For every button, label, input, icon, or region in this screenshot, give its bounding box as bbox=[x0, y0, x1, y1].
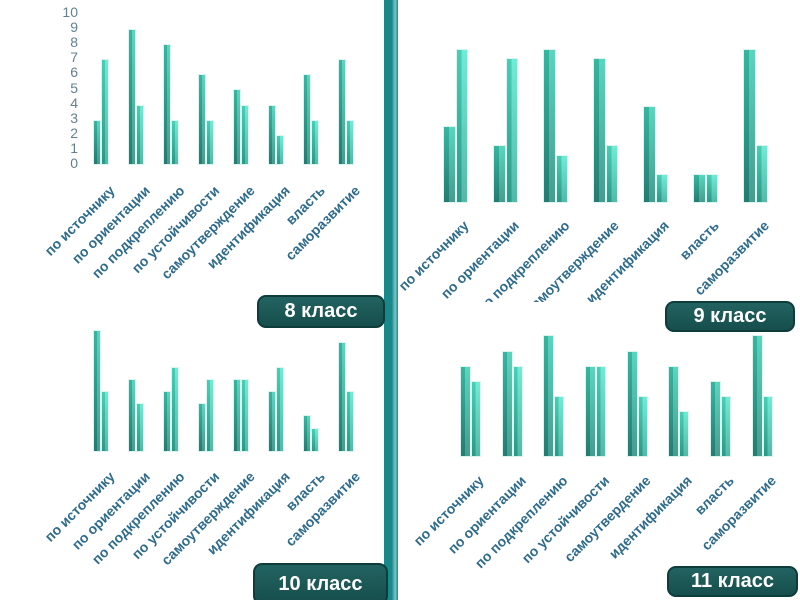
bar-chart-11-klass-0-series-1 bbox=[460, 366, 471, 457]
y-axis-tick: 3 bbox=[70, 109, 78, 126]
bar-chart-11-klass-7-series-2 bbox=[762, 396, 773, 457]
bar-chart-10-klass-7-series-1 bbox=[338, 342, 346, 452]
vertical-divider bbox=[384, 0, 398, 600]
bar-chart-9-klass-5-series-1 bbox=[693, 174, 706, 203]
bar-chart-8-klass-4-series-1 bbox=[233, 89, 241, 165]
bar-chart-10-klass-6-series-2 bbox=[311, 428, 319, 452]
bar-chart-11-klass-4-series-1 bbox=[627, 351, 638, 457]
bar-chart-9-klass-1-series-2 bbox=[505, 58, 518, 203]
bar-chart-11-klass-3-series-2 bbox=[595, 366, 606, 457]
bar-chart-11-klass-1-series-2 bbox=[512, 366, 523, 457]
bar-chart-8-klass-4-series-2 bbox=[241, 105, 249, 165]
bar-chart-11-klass-5-series-1 bbox=[668, 366, 679, 457]
bar-chart-8-klass-1-series-2 bbox=[136, 105, 144, 165]
y-axis-tick: 10 bbox=[62, 4, 78, 20]
bar-chart-8-klass-0-series-1 bbox=[93, 120, 101, 165]
bar-chart-9-klass-3-series-1 bbox=[593, 58, 606, 203]
bar-chart-10-klass-3-series-2 bbox=[206, 379, 214, 452]
bar-chart-11-klass-6-series-2 bbox=[720, 396, 731, 457]
bar-chart-10-klass-6-series-1 bbox=[303, 415, 311, 452]
bar-chart-10-klass-4-series-2 bbox=[241, 379, 249, 452]
y-axis-tick: 8 bbox=[70, 34, 78, 51]
y-axis-tick: 4 bbox=[70, 94, 78, 111]
bar-chart-9-klass-2-series-2 bbox=[555, 155, 568, 203]
bar-chart-11-klass-4-series-2 bbox=[637, 396, 648, 457]
bar-chart-9-klass-2-series-1 bbox=[543, 49, 556, 203]
bar-chart-8-klass-5-series-2 bbox=[276, 135, 284, 165]
bar-chart-9-klass-6-series-2 bbox=[755, 145, 768, 203]
badge-label: 11 класс bbox=[690, 570, 775, 592]
bar-chart-10-klass-3-series-1 bbox=[198, 403, 206, 452]
bar-chart-11-klass-3-series-1 bbox=[585, 366, 596, 457]
badge-11-klass: 11 класс bbox=[667, 566, 798, 597]
bar-chart-11-klass-2-series-1 bbox=[543, 335, 554, 457]
y-axis-tick: 2 bbox=[70, 124, 78, 141]
y-axis-tick: 7 bbox=[70, 49, 78, 66]
bar-chart-8-klass-0-series-2 bbox=[101, 59, 109, 165]
bar-chart-8-klass-7-series-1 bbox=[338, 59, 346, 165]
badge-10-klass: 10 класс bbox=[253, 563, 388, 600]
badge-8-klass: 8 класс bbox=[257, 295, 385, 328]
bar-chart-9-klass-4-series-2 bbox=[655, 174, 668, 203]
bar-chart-8-klass-6-series-2 bbox=[311, 120, 319, 165]
bar-chart-9-klass-0-series-1 bbox=[443, 126, 456, 203]
bar-chart-10-klass-0-series-1 bbox=[93, 330, 101, 452]
y-axis-tick: 1 bbox=[70, 139, 78, 156]
bar-chart-10-klass-5-series-2 bbox=[276, 367, 284, 452]
y-axis-tick: 5 bbox=[70, 79, 78, 96]
badge-label: 10 класс bbox=[278, 572, 363, 595]
bar-chart-10-klass-1-series-2 bbox=[136, 403, 144, 452]
badge-9-klass: 9 класс bbox=[665, 301, 795, 332]
bar-chart-8-klass-6-series-1 bbox=[303, 74, 311, 165]
y-axis-tick: 9 bbox=[70, 19, 78, 36]
badge-label: 8 класс bbox=[284, 300, 358, 322]
bar-chart-8-klass-1-series-1 bbox=[128, 29, 136, 165]
bar-chart-11-klass-2-series-2 bbox=[553, 396, 564, 457]
bar-chart-11-klass-7-series-1 bbox=[752, 335, 763, 457]
bar-chart-8-klass-2-series-2 bbox=[171, 120, 179, 165]
bar-chart-9-klass-3-series-2 bbox=[605, 145, 618, 203]
category-label: саморазвитие bbox=[698, 472, 780, 554]
bar-chart-9-klass-1-series-1 bbox=[493, 145, 506, 203]
bar-chart-10-klass-2-series-1 bbox=[163, 391, 171, 452]
bar-chart-9-klass-6-series-1 bbox=[743, 49, 756, 203]
bar-chart-10-klass-2-series-2 bbox=[171, 367, 179, 452]
bar-chart-11-klass-1-series-1 bbox=[502, 351, 513, 457]
bar-chart-10-klass-5-series-1 bbox=[268, 391, 276, 452]
bar-chart-10-klass-4-series-1 bbox=[233, 379, 241, 452]
bar-chart-9-klass-4-series-1 bbox=[643, 106, 656, 203]
bar-chart-8-klass-2-series-1 bbox=[163, 44, 171, 165]
bar-chart-11-klass-6-series-1 bbox=[710, 381, 721, 457]
bar-chart-10-klass-0-series-2 bbox=[101, 391, 109, 452]
bar-chart-11-klass-5-series-2 bbox=[678, 411, 689, 457]
badge-label: 9 класс bbox=[693, 305, 767, 327]
bar-chart-10-klass-1-series-1 bbox=[128, 379, 136, 452]
bar-chart-8-klass-3-series-1 bbox=[198, 74, 206, 165]
bar-chart-11-klass-0-series-2 bbox=[470, 381, 481, 457]
bar-chart-8-klass-3-series-2 bbox=[206, 120, 214, 165]
bar-chart-9-klass-5-series-2 bbox=[705, 174, 718, 203]
bar-chart-8-klass-5-series-1 bbox=[268, 105, 276, 165]
y-axis-tick: 6 bbox=[70, 64, 78, 81]
bar-chart-8-klass-7-series-2 bbox=[346, 120, 354, 165]
bar-chart-9-klass-0-series-2 bbox=[455, 49, 468, 203]
bar-chart-10-klass-7-series-2 bbox=[346, 391, 354, 452]
y-axis-tick: 0 bbox=[70, 155, 78, 171]
